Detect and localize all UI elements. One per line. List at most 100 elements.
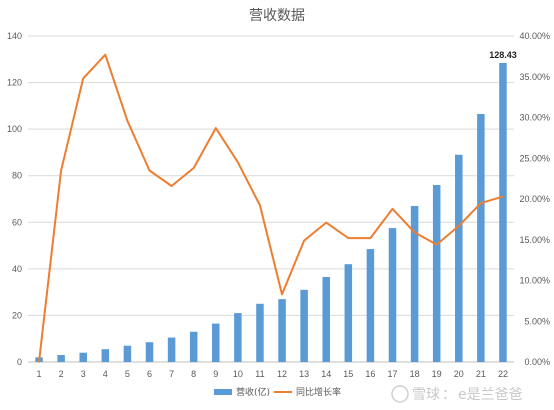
y-left-tick-label: 100 xyxy=(7,124,22,134)
line-point xyxy=(391,207,394,210)
bar xyxy=(499,62,507,363)
x-tick-label: 1 xyxy=(37,369,42,379)
bar xyxy=(366,249,375,362)
x-tick-label: 21 xyxy=(476,369,486,379)
bar xyxy=(410,205,419,362)
line-point xyxy=(104,53,107,56)
bar xyxy=(189,331,198,362)
y-left-tick-label: 120 xyxy=(7,78,22,88)
x-tick-label: 8 xyxy=(191,369,196,379)
watermark-prefix: 雪球 xyxy=(412,387,440,403)
x-tick-label: 16 xyxy=(365,369,375,379)
y-right-tick-label: 40.00% xyxy=(519,31,550,41)
y-left-tick-label: 140 xyxy=(7,31,22,41)
x-tick-label: 15 xyxy=(343,369,353,379)
x-tick-label: 7 xyxy=(169,369,174,379)
bar xyxy=(101,349,110,362)
y-right-tick-label: 20.00% xyxy=(519,194,550,204)
bar xyxy=(212,323,220,362)
x-tick-label: 17 xyxy=(387,369,397,379)
line-point xyxy=(38,361,40,363)
line-point xyxy=(303,239,305,242)
bar xyxy=(388,228,397,362)
watermark-user: e是兰爸爸 xyxy=(458,387,523,403)
y-left-tick-label: 20 xyxy=(12,310,22,320)
bar xyxy=(234,313,242,362)
y-right-tick-label: 15.00% xyxy=(519,235,550,245)
growth-line xyxy=(38,53,504,363)
x-axis-ticks: 1 2 3 4 5 6 7 8 9 10 11 12 13 14 15 16 17 18 19 20 21 22 xyxy=(37,369,508,379)
bar xyxy=(79,352,87,362)
line-point xyxy=(325,221,328,224)
line-point xyxy=(148,169,151,172)
line-point xyxy=(170,185,173,187)
line-point xyxy=(214,127,217,129)
x-tick-label: 12 xyxy=(277,369,287,379)
x-tick-label: 18 xyxy=(410,369,420,379)
legend-label-revenue: 营收(亿) xyxy=(236,386,270,398)
bar xyxy=(322,277,330,362)
y-right-tick-label: 30.00% xyxy=(519,113,550,123)
x-tick-label: 22 xyxy=(498,369,508,379)
line-point xyxy=(413,231,416,234)
x-tick-label: 14 xyxy=(321,369,331,379)
bar xyxy=(167,337,176,362)
bar xyxy=(145,342,154,362)
y-left-tick-label: 40 xyxy=(12,264,22,274)
line-point xyxy=(259,204,261,207)
bar xyxy=(432,185,441,362)
legend: 营收(亿) 同比增长率 xyxy=(214,386,341,398)
legend-label-growth: 同比增长率 xyxy=(296,386,341,398)
y-right-tick-label: 35.00% xyxy=(519,72,550,82)
line-point xyxy=(237,161,239,164)
line-point xyxy=(192,167,195,169)
watermark-separator: ： xyxy=(442,387,456,403)
x-tick-label: 9 xyxy=(213,369,218,379)
x-tick-label: 3 xyxy=(81,369,86,379)
x-tick-label: 19 xyxy=(432,369,442,379)
line-series xyxy=(38,53,504,363)
x-tick-label: 5 xyxy=(125,369,130,379)
line-point xyxy=(60,169,62,172)
watermark: 雪球 ： e是兰爸爸 xyxy=(391,385,523,403)
bar xyxy=(123,345,132,362)
line-point xyxy=(347,237,350,239)
line-point xyxy=(82,77,85,80)
bar xyxy=(300,289,308,362)
bar-data-label: 128.43 xyxy=(489,50,517,60)
y-left-ticks: 0 20 40 60 80 100 120 140 xyxy=(7,31,22,367)
x-tick-label: 11 xyxy=(255,369,264,379)
y-left-tick-label: 60 xyxy=(12,217,22,227)
x-tick-label: 2 xyxy=(59,369,64,379)
bar xyxy=(278,299,286,362)
x-tick-label: 13 xyxy=(299,369,309,379)
line-point xyxy=(281,293,283,296)
bar xyxy=(57,355,65,362)
y-right-tick-label: 25.00% xyxy=(519,153,550,163)
chart-title: 营收数据 xyxy=(249,8,305,24)
x-tick-label: 6 xyxy=(147,369,152,379)
grid-lines xyxy=(28,35,514,363)
y-left-tick-label: 0 xyxy=(17,357,22,367)
data-labels: 128.43 xyxy=(489,50,517,60)
line-point xyxy=(480,202,482,204)
line-point xyxy=(457,225,460,227)
line-point xyxy=(435,243,438,246)
x-tick-label: 10 xyxy=(233,369,243,379)
bar-series xyxy=(35,62,507,363)
bar xyxy=(344,264,353,362)
y-right-tick-label: 5.00% xyxy=(524,316,550,326)
y-right-ticks: 0.00% 5.00% 10.00% 15.00% 20.00% 25.00% 30.00%… xyxy=(519,31,550,367)
x-tick-label: 4 xyxy=(103,369,108,379)
legend-swatch-revenue xyxy=(214,389,232,395)
line-point xyxy=(126,119,129,122)
x-tick-label: 20 xyxy=(454,369,464,379)
line-point xyxy=(369,237,372,239)
y-right-tick-label: 10.00% xyxy=(519,276,550,286)
bar xyxy=(477,114,485,362)
snowball-logo-icon xyxy=(391,385,409,403)
line-point xyxy=(502,195,504,198)
y-left-tick-label: 80 xyxy=(12,171,22,181)
